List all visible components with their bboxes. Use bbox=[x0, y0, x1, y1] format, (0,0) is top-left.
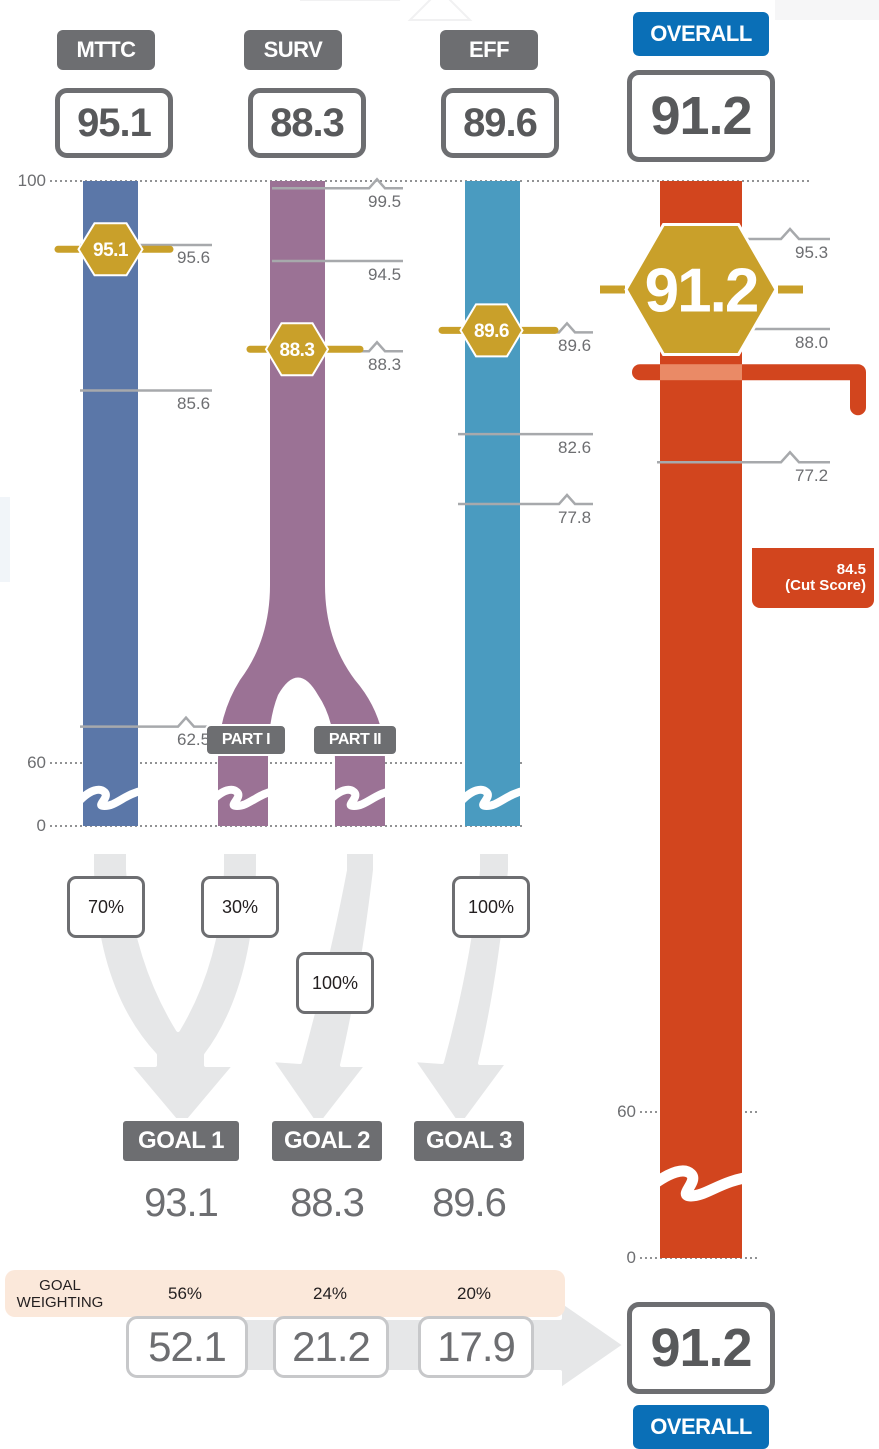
mttc-score-marker-text: 95.1 bbox=[93, 240, 129, 261]
overall-tick-label-2: 77.2 bbox=[795, 466, 829, 486]
mttc-bar bbox=[83, 181, 138, 826]
weight-box-eff: 100% bbox=[452, 876, 530, 938]
cut-score-value: 84.5 bbox=[836, 561, 866, 578]
mttc-tick-2 bbox=[80, 715, 212, 728]
background-hex-pattern bbox=[300, 0, 473, 21]
surv-score-box: 88.3 bbox=[248, 88, 366, 158]
overall-tag-top: OVERALL bbox=[633, 12, 769, 56]
overall-score-box-top: 91.2 bbox=[627, 70, 775, 162]
overall-score-box-bottom: 91.2 bbox=[627, 1302, 775, 1394]
cut-score-bar-highlight bbox=[660, 364, 742, 381]
goal-1-weighting: 56% bbox=[167, 1283, 203, 1303]
axis-label-0: 0 bbox=[36, 816, 46, 835]
axis-label-60: 60 bbox=[27, 753, 46, 772]
surv-tick-label-2: 88.3 bbox=[368, 355, 402, 375]
weight-box-surv-part1: 30% bbox=[201, 876, 279, 938]
goal-weighting-band bbox=[5, 1270, 565, 1317]
cut-score-label: 84.5 (Cut Score) bbox=[752, 548, 874, 608]
overall-tick-label-0: 95.3 bbox=[795, 242, 829, 262]
surv-tick-label-0: 99.5 bbox=[368, 192, 402, 212]
mttc-tick-label-2: 62.5 bbox=[177, 729, 211, 749]
overall-tag-bottom: OVERALL bbox=[633, 1405, 769, 1449]
mttc-tick-label-0: 95.6 bbox=[177, 248, 211, 268]
surv-bar bbox=[218, 181, 385, 826]
goal-2-weighting: 24% bbox=[312, 1283, 348, 1303]
eff-axis-break-icon bbox=[454, 785, 531, 811]
left-edge-panel bbox=[0, 497, 10, 582]
eff-tick-label-2: 77.8 bbox=[558, 508, 592, 527]
mttc-score-marker-hex bbox=[77, 222, 144, 277]
axis-label-100: 100 bbox=[17, 171, 46, 190]
weight-box-surv-part2: 100% bbox=[296, 952, 374, 1014]
overall-bar-group: 91.2 bbox=[600, 181, 866, 1258]
eff-score-marker-hex bbox=[459, 303, 524, 358]
surv-score-marker-text: 88.3 bbox=[280, 340, 315, 361]
overall-tick-2 bbox=[657, 450, 830, 464]
surv-part1-axis-break-icon bbox=[205, 785, 281, 811]
overall-axis-label-0: 0 bbox=[626, 1248, 636, 1267]
overall-bar bbox=[660, 181, 742, 1258]
goal-2-contribution: 21.2 bbox=[273, 1316, 389, 1378]
surv-tick-label-1: 94.5 bbox=[368, 265, 402, 285]
eff-score-box: 89.6 bbox=[441, 88, 559, 158]
metric-bars: 95.1 88.3 89.6 bbox=[54, 177, 593, 826]
mttc-score-box: 95.1 bbox=[55, 88, 173, 158]
cut-score-caption: (Cut Score) bbox=[785, 577, 866, 594]
eff-score-marker-text: 89.6 bbox=[474, 321, 509, 342]
axis-gridlines bbox=[50, 180, 812, 1259]
goal-1-value: 93.1 bbox=[144, 1180, 219, 1225]
surv-tick-0 bbox=[272, 177, 403, 190]
goal-1-tag: GOAL 1 bbox=[120, 1118, 242, 1164]
surv-score-marker-hex bbox=[264, 322, 330, 377]
goal-weighting-label: GOAL WEIGHTING bbox=[16, 1276, 104, 1311]
goal-1-contribution: 52.1 bbox=[126, 1316, 248, 1378]
surv-part-1-tag: PART I bbox=[205, 724, 287, 756]
top-right-panel bbox=[775, 0, 879, 20]
goal-3-value: 89.6 bbox=[432, 1180, 507, 1225]
goal-2-tag: GOAL 2 bbox=[269, 1118, 385, 1164]
eff-tick-label-0: 89.6 bbox=[558, 336, 592, 356]
surv-part2-axis-break-icon bbox=[322, 785, 398, 811]
overall-axis-label-60: 60 bbox=[617, 1102, 636, 1121]
surv-part-2-tag: PART II bbox=[312, 724, 398, 756]
mttc-axis-break-icon bbox=[72, 785, 149, 811]
metric-tag-mttc: MTTC bbox=[57, 30, 155, 70]
overall-score-hex bbox=[624, 223, 778, 357]
weight-box-mttc: 70% bbox=[67, 876, 145, 938]
overall-axis-break-icon bbox=[640, 1165, 762, 1202]
eff-tick-2 bbox=[458, 493, 593, 506]
goal-3-contribution: 17.9 bbox=[418, 1316, 534, 1378]
metric-tag-surv: SURV bbox=[244, 30, 342, 70]
overall-tick-label-1: 88.0 bbox=[795, 333, 829, 353]
mttc-tick-label-1: 85.6 bbox=[177, 393, 211, 413]
goal-3-weighting: 20% bbox=[456, 1283, 492, 1303]
goal-2-value: 88.3 bbox=[290, 1180, 365, 1225]
overall-score-hex-text: 91.2 bbox=[645, 257, 758, 326]
metric-tag-eff: EFF bbox=[440, 30, 538, 70]
goal-3-tag: GOAL 3 bbox=[411, 1118, 527, 1164]
eff-tick-label-1: 82.6 bbox=[558, 438, 592, 458]
